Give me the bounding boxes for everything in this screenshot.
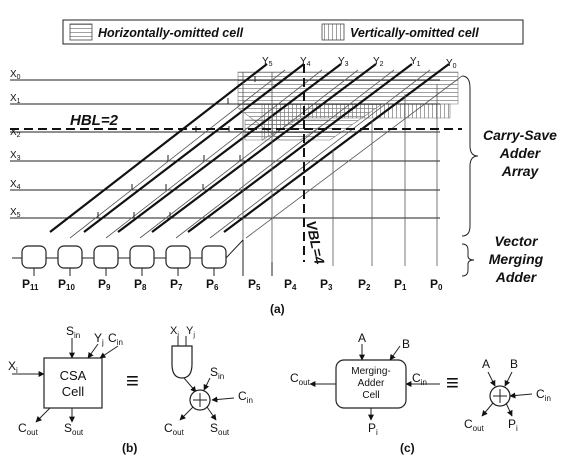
r-sout-label: Sout [210, 421, 230, 437]
svg-text:CSA: CSA [60, 368, 87, 383]
p2-label: P2 [358, 277, 371, 292]
merging-cell-5 [165, 245, 191, 269]
y0-label: Y0 [446, 58, 457, 70]
sum-carry-lines [69, 69, 463, 239]
merging-adder-cell-diagram: Merging- Adder Cell A B Cin Cout Pi ≡ A … [290, 331, 551, 455]
svg-text:Cell: Cell [362, 390, 379, 401]
p-labels: P11 P10 P9 P8 P7 P6 P5 P4 P3 P2 P1 P0 [22, 277, 443, 292]
c-equiv: ≡ [446, 370, 459, 395]
c-cout-label: Cout [290, 371, 311, 387]
y3-label: Y3 [338, 56, 349, 68]
and-gate [171, 345, 193, 379]
csa-bracket-label: Carry-Save Adder Array [483, 127, 557, 179]
y2-label: Y2 [373, 56, 384, 68]
merging-cell-1 [21, 245, 47, 269]
merging-adder-row [12, 239, 273, 276]
p9-label: P9 [98, 277, 111, 292]
b-xi-label: Xi [8, 359, 18, 375]
p8-label: P8 [134, 277, 147, 292]
y-input-diagonals [49, 63, 450, 233]
vma-bracket-label: Vector Merging Adder [489, 233, 544, 285]
p4-label: P4 [284, 277, 297, 292]
merging-cell-3 [93, 245, 119, 269]
y4-label: Y4 [300, 56, 311, 68]
c-r-cout-label: Cout [464, 417, 485, 433]
p0-label: P0 [430, 277, 443, 292]
legend-horizontal-label: Horizontally-omitted cell [98, 26, 244, 40]
merging-cell-6 [201, 245, 227, 269]
x3-label: X3 [10, 150, 21, 162]
svg-text:Merging: Merging [489, 251, 544, 267]
p1-label: P1 [394, 277, 407, 292]
x-labels: X0 X1 X2 X3 X4 X5 [10, 69, 21, 219]
svg-text:Adder: Adder [358, 378, 385, 389]
x4-label: X4 [10, 179, 21, 191]
svg-text:Cell: Cell [62, 384, 85, 399]
vertical-omitted-swatch [321, 23, 345, 41]
p10-label: P10 [58, 277, 75, 292]
x5-label: X5 [10, 207, 21, 219]
svg-text:Adder: Adder [499, 145, 542, 161]
x2-label: X2 [10, 127, 21, 139]
c-r-pi-label: Pi [508, 417, 518, 433]
p11-label: P11 [22, 277, 39, 292]
legend: Horizontally-omitted cell Vertically-omi… [62, 19, 524, 45]
legend-vertical-label: Vertically-omitted cell [350, 26, 479, 40]
horizontal-omitted-swatch [69, 23, 93, 41]
csa-bracket [461, 75, 479, 237]
b-equiv: ≡ [126, 368, 139, 393]
svg-text:Merging-: Merging- [351, 366, 390, 377]
p7-label: P7 [170, 277, 183, 292]
r-cout-label: Cout [164, 421, 185, 437]
x0-label: X0 [10, 69, 21, 81]
x1-label: X1 [10, 93, 21, 105]
b-sin-label: Sin [66, 324, 80, 340]
b-cout-label: Cout [18, 421, 39, 437]
csa-array-diagram: Y5 Y4 Y3 Y2 Y1 Y0 X0 X1 X2 X3 X4 X5 HBL=… [10, 56, 557, 316]
x-input-lines [10, 79, 440, 219]
svg-text:Vector: Vector [494, 233, 539, 249]
caption-c: (c) [400, 441, 415, 455]
y5-label: Y5 [262, 56, 273, 68]
caption-a: (a) [270, 302, 285, 316]
p3-label: P3 [320, 277, 333, 292]
caption-b: (b) [122, 441, 137, 455]
y1-label: Y1 [410, 56, 421, 68]
gate-yj-label: Yj [186, 325, 195, 339]
column-lines [242, 72, 438, 266]
hbl-label: HBL=2 [70, 112, 119, 129]
svg-text:Array: Array [501, 163, 540, 179]
c-a-label: A [358, 331, 366, 345]
vma-bracket [461, 243, 475, 277]
c-r-a-label: A [482, 357, 490, 371]
c-r-b-label: B [510, 357, 518, 371]
r-sin-label: Sin [210, 365, 224, 381]
p5-label: P5 [248, 277, 261, 292]
c-r-cin-label: Cin [536, 387, 551, 403]
c-cin-label: Cin [412, 371, 427, 387]
merging-cell-4 [129, 245, 155, 269]
svg-text:Adder: Adder [495, 269, 538, 285]
c-pi-label: Pi [368, 421, 378, 437]
merging-cell-2 [57, 245, 83, 269]
cell-ticks [97, 76, 256, 218]
csa-cell-diagram: CSA Cell Sin Yj Cin Xi Cout Sout ≡ Xi Yj… [8, 324, 253, 455]
b-yj-label: Yj [94, 331, 104, 347]
c-b-label: B [402, 337, 410, 351]
y-labels: Y5 Y4 Y3 Y2 Y1 Y0 [262, 56, 457, 70]
p6-label: P6 [206, 277, 219, 292]
b-cin-label: Cin [108, 331, 123, 347]
gate-xi-label: Xi [170, 325, 179, 339]
csa-cell-box [43, 357, 103, 409]
b-sout-label: Sout [64, 421, 84, 437]
svg-text:Carry-Save: Carry-Save [483, 127, 557, 143]
r-cin-label: Cin [238, 389, 253, 405]
vbl-label: VBL=4 [303, 219, 328, 266]
